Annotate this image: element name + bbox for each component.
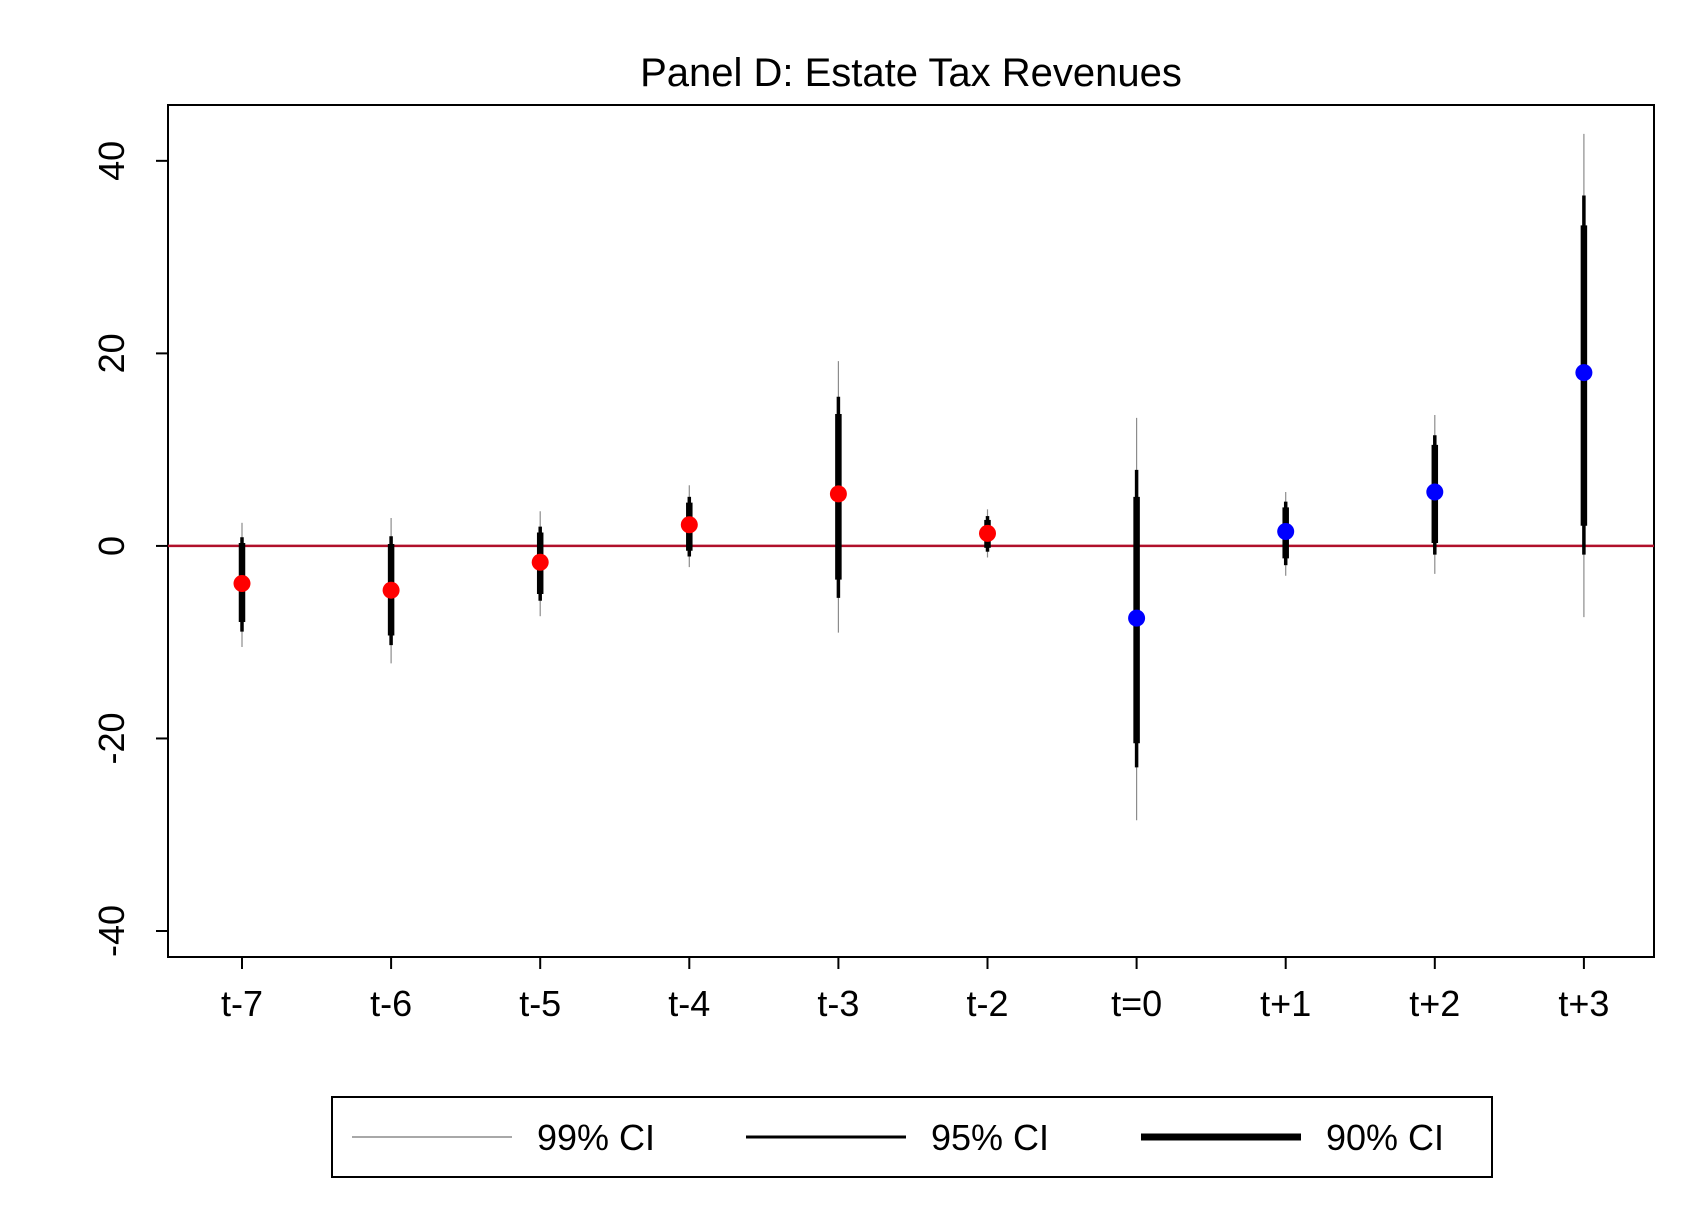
- point-estimates-layer: [233, 364, 1593, 627]
- point-t-2: [979, 524, 996, 542]
- chart-title: Panel D: Estate Tax Revenues: [640, 51, 1182, 95]
- x-tick-label-4: t-3: [817, 983, 859, 1024]
- legend-label-95: 95% CI: [931, 1117, 1049, 1158]
- plot-area-frame: [167, 104, 1655, 958]
- point-t-4: [680, 516, 698, 534]
- y-axis: -40 -20 0 20 40: [91, 141, 168, 957]
- y-tick-label-0: -40: [91, 905, 132, 957]
- x-tick-label-9: t+3: [1558, 983, 1609, 1024]
- point-t+3: [1575, 364, 1593, 382]
- point-t+2: [1426, 483, 1444, 501]
- legend: 99% CI 95% CI 90% CI: [331, 1096, 1493, 1178]
- y-tick-label-2: 0: [91, 536, 132, 556]
- point-t-7: [233, 574, 251, 592]
- x-tick-label-0: t-7: [221, 983, 263, 1024]
- y-tick-label-4: 40: [91, 141, 132, 181]
- y-tick-label-1: -20: [91, 712, 132, 764]
- x-tick-label-6: t=0: [1111, 983, 1162, 1024]
- x-tick-label-5: t-2: [966, 983, 1008, 1024]
- x-tick-label-1: t-6: [370, 983, 412, 1024]
- point-t=0: [1128, 609, 1146, 627]
- ci-99-layer: [241, 133, 1585, 821]
- x-tick-label-8: t+2: [1409, 983, 1460, 1024]
- y-tick-label-3: 20: [91, 333, 132, 373]
- legend-label-90: 90% CI: [1326, 1117, 1444, 1158]
- x-tick-label-3: t-4: [668, 983, 710, 1024]
- point-t+1: [1277, 522, 1295, 540]
- x-tick-label-7: t+1: [1260, 983, 1311, 1024]
- point-t-6: [382, 581, 400, 599]
- legend-label-99: 99% CI: [537, 1117, 655, 1158]
- x-axis: t-7 t-6 t-5 t-4 t-3 t-2 t=0 t+1 t+2 t+3: [221, 957, 1609, 1024]
- point-t-3: [829, 485, 847, 503]
- x-tick-label-2: t-5: [519, 983, 561, 1024]
- ci-90-layer: [238, 225, 1588, 744]
- ci-95-layer: [240, 195, 1586, 768]
- point-t-5: [531, 553, 549, 571]
